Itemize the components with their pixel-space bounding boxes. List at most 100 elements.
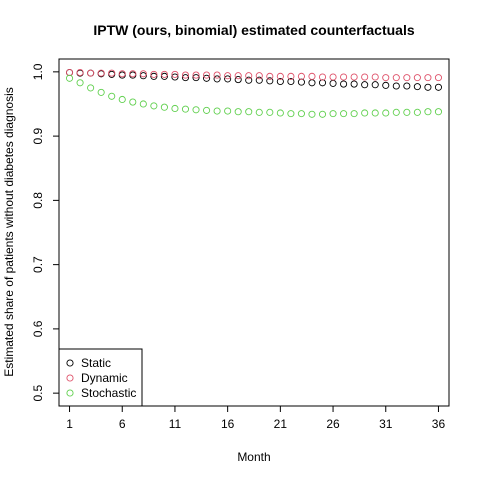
point-dynamic [392, 74, 400, 82]
point-stochastic [318, 110, 327, 118]
y-tick-label: 0.9 [31, 127, 45, 144]
legend-label-dynamic: Dynamic [81, 371, 128, 385]
series-static [65, 68, 443, 91]
legend-label-stochastic: Stochastic [81, 386, 136, 400]
chart-title: IPTW (ours, binomial) estimated counterf… [93, 22, 414, 38]
legend-label-static: Static [81, 356, 111, 370]
point-static [276, 77, 284, 86]
point-dynamic [150, 70, 158, 78]
x-tick-label: 1 [66, 417, 73, 431]
point-dynamic [213, 71, 221, 79]
point-dynamic [129, 70, 137, 78]
point-static [234, 76, 242, 84]
point-stochastic [266, 108, 274, 116]
point-static [308, 79, 316, 87]
x-axis-label: Month [237, 450, 270, 464]
y-axis-label: Estimated share of patients without diab… [2, 87, 16, 377]
point-stochastic [413, 108, 421, 116]
point-static [171, 73, 179, 81]
point-dynamic [308, 72, 316, 80]
x-axis: 1 6 11 16 21 26 31 36 [66, 406, 445, 431]
point-static [213, 75, 221, 83]
point-stochastic [76, 79, 84, 87]
point-dynamic [266, 72, 274, 80]
point-dynamic [371, 73, 379, 81]
x-tick-label: 36 [432, 417, 446, 431]
point-stochastic [108, 92, 116, 100]
point-dynamic [382, 74, 390, 82]
point-static [224, 75, 232, 83]
point-dynamic [434, 74, 443, 82]
point-static [160, 72, 168, 80]
y-tick-label: 1.0 [31, 63, 45, 80]
point-dynamic [171, 70, 179, 78]
point-stochastic [234, 108, 242, 116]
point-dynamic [403, 74, 411, 82]
y-tick-label: 0.6 [31, 320, 45, 337]
point-dynamic [350, 73, 358, 81]
point-stochastic [434, 108, 443, 116]
point-stochastic [181, 105, 190, 113]
legend-marker-dynamic [66, 374, 74, 382]
legend-marker-stochastic [66, 389, 74, 397]
x-tick-label: 26 [326, 417, 340, 431]
point-stochastic [297, 110, 305, 118]
point-stochastic [87, 84, 95, 92]
point-dynamic [139, 70, 147, 78]
y-axis: 0.5 0.6 0.7 0.8 0.9 1.0 [31, 63, 59, 401]
point-stochastic [392, 108, 400, 116]
point-stochastic [118, 95, 126, 104]
point-stochastic [139, 100, 147, 108]
point-static [340, 80, 348, 88]
point-static [150, 72, 158, 80]
point-stochastic [160, 103, 168, 111]
legend-marker-static [66, 359, 74, 367]
point-static [434, 83, 443, 91]
point-stochastic [192, 106, 200, 114]
point-stochastic [424, 108, 432, 116]
point-static [245, 76, 253, 84]
point-dynamic [245, 72, 253, 80]
point-stochastic [255, 108, 263, 116]
point-static [203, 74, 211, 82]
data-points [65, 68, 443, 118]
point-stochastic [203, 106, 211, 114]
point-stochastic [65, 74, 74, 82]
point-static [361, 81, 369, 89]
point-dynamic [160, 70, 168, 78]
series-dynamic [65, 68, 443, 82]
point-stochastic [171, 104, 179, 113]
point-dynamic [413, 74, 421, 82]
point-stochastic [361, 109, 369, 117]
point-static [403, 82, 411, 90]
point-dynamic [87, 69, 95, 77]
point-static [424, 83, 432, 91]
point-stochastic [97, 88, 105, 96]
point-dynamic [318, 73, 327, 81]
point-dynamic [276, 72, 284, 80]
x-tick-label: 11 [169, 417, 182, 431]
point-stochastic [213, 107, 221, 115]
point-dynamic [203, 71, 211, 79]
point-stochastic [287, 110, 295, 118]
point-dynamic [234, 72, 242, 80]
point-static [297, 78, 305, 86]
point-stochastic [276, 109, 284, 117]
point-static [318, 79, 327, 87]
x-tick-label: 21 [274, 417, 288, 431]
point-dynamic [181, 71, 190, 79]
point-static [255, 76, 263, 84]
point-stochastic [371, 109, 379, 117]
point-stochastic [329, 110, 337, 118]
point-stochastic [150, 102, 158, 110]
point-stochastic [382, 109, 390, 117]
point-static [329, 79, 337, 87]
point-stochastic [403, 108, 411, 116]
point-stochastic [308, 110, 316, 118]
point-dynamic [97, 69, 105, 77]
point-static [371, 81, 379, 89]
point-dynamic [361, 73, 369, 81]
point-stochastic [224, 107, 232, 115]
point-static [350, 80, 358, 88]
